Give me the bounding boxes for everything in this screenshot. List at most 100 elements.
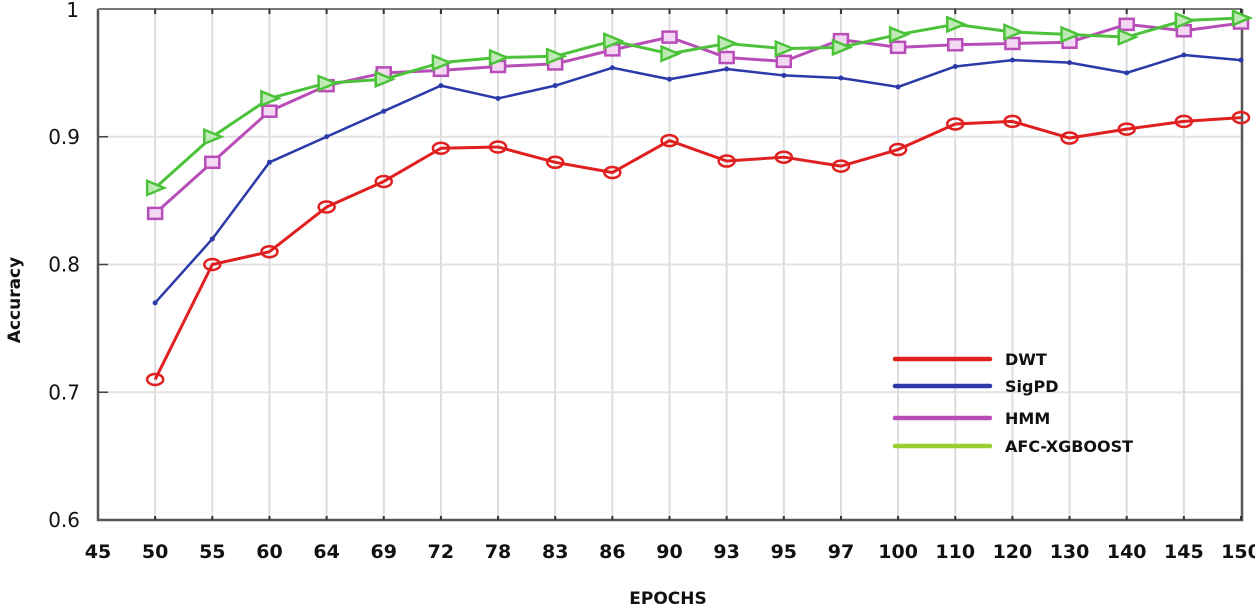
triangle-marker <box>145 178 168 197</box>
series-line <box>154 53 1242 304</box>
y-tick-label: 0.9 <box>48 125 80 149</box>
triangle-marker <box>431 53 454 72</box>
triangle-marker <box>1117 28 1139 46</box>
dot-marker <box>724 66 730 72</box>
triangle-marker <box>545 47 568 66</box>
x-axis-ticks: 45 50 55 60 64 69 72 78 83 86 90 93 95 97 100 110 120 130… <box>85 9 1255 563</box>
circle-marker <box>946 117 965 131</box>
triangle-marker <box>374 70 397 89</box>
dot-marker <box>667 76 672 82</box>
x-tick-label: 86 <box>599 541 625 563</box>
circle-marker <box>374 174 393 189</box>
x-tick-label: 140 <box>1107 541 1147 563</box>
x-tick-label: 50 <box>142 541 168 563</box>
x-tick-label: 100 <box>878 541 918 563</box>
dot-marker <box>152 300 158 306</box>
circle-marker <box>260 244 279 259</box>
legend-label-sigpd: SigPD <box>1005 377 1058 396</box>
circle-marker <box>603 165 622 180</box>
dot-marker <box>209 236 215 242</box>
dot-marker <box>1009 57 1015 63</box>
x-tick-label: 83 <box>542 541 568 563</box>
square-marker <box>947 38 964 52</box>
square-marker <box>261 104 278 118</box>
x-tick-label: 64 <box>313 541 339 563</box>
square-marker <box>775 54 793 69</box>
y-axis-ticks: 0.6 0.7 0.8 0.9 1 <box>48 0 108 532</box>
y-tick-label: 0.7 <box>48 380 80 404</box>
square-marker <box>889 40 907 55</box>
circle-marker <box>888 142 908 157</box>
x-tick-label: 55 <box>199 541 225 563</box>
y-tick-label: 0.6 <box>48 508 80 532</box>
triangle-marker <box>317 74 339 92</box>
circle-marker <box>1231 110 1251 125</box>
dot-marker <box>781 72 787 78</box>
circle-marker <box>488 140 508 154</box>
x-tick-label: 69 <box>371 541 397 563</box>
square-marker <box>146 206 164 221</box>
dot-marker <box>495 95 501 101</box>
series-line <box>154 21 1242 215</box>
square-marker <box>1118 17 1135 32</box>
triangle-marker <box>203 127 225 146</box>
x-tick-label: 90 <box>656 541 682 563</box>
triangle-marker <box>946 15 968 34</box>
dot-marker <box>438 83 444 89</box>
circle-marker <box>1174 114 1194 129</box>
square-marker <box>1004 36 1021 51</box>
circle-marker <box>831 159 851 173</box>
series-line <box>153 116 1242 381</box>
circle-marker <box>203 257 222 272</box>
triangle-marker <box>774 39 797 58</box>
circle-marker <box>1117 122 1136 136</box>
triangle-marker <box>488 48 511 67</box>
dot-marker <box>1124 70 1130 76</box>
x-tick-label: 60 <box>256 541 282 563</box>
x-tick-label: 97 <box>828 541 854 563</box>
x-tick-label: 120 <box>993 541 1033 563</box>
dot-marker <box>1238 57 1244 63</box>
x-tick-label: 95 <box>771 541 797 563</box>
square-marker <box>718 50 735 65</box>
series-sigpd <box>152 52 1244 306</box>
triangle-marker <box>1060 25 1082 44</box>
circle-marker <box>317 200 336 214</box>
series-afc-xgboost <box>145 9 1254 197</box>
legend-label-dwt: DWT <box>1005 350 1047 369</box>
circle-marker <box>774 150 794 164</box>
dot-marker <box>609 65 615 71</box>
circle-marker <box>545 155 565 170</box>
triangle-marker <box>660 44 682 63</box>
circle-marker <box>1060 131 1079 145</box>
x-tick-label: 78 <box>485 541 511 563</box>
dot-marker <box>266 159 272 165</box>
triangle-marker <box>1003 23 1025 41</box>
triangle-marker <box>717 34 739 53</box>
dot-marker <box>952 63 958 69</box>
dot-marker <box>895 84 901 90</box>
series-line <box>154 16 1242 189</box>
square-marker <box>661 30 678 44</box>
dot-marker <box>838 75 844 81</box>
triangle-marker <box>603 32 625 50</box>
legend: DWT SigPD HMM AFC-XGBOOST <box>892 350 1133 456</box>
y-tick-label: 0.8 <box>48 253 80 277</box>
circle-marker <box>145 372 165 387</box>
triangle-marker <box>260 89 282 108</box>
triangle-marker <box>1174 11 1197 30</box>
triangle-marker <box>888 25 911 44</box>
x-tick-label: 150 <box>1221 541 1255 563</box>
x-tick-label: 130 <box>1050 541 1090 563</box>
square-marker <box>204 155 221 170</box>
y-tick-label: 1 <box>66 0 79 22</box>
circle-marker <box>660 133 679 148</box>
circle-marker <box>717 154 736 168</box>
circle-marker <box>1003 114 1022 129</box>
dot-marker <box>324 134 330 140</box>
y-axis-title: Accuracy <box>5 257 25 343</box>
legend-label-hmm: HMM <box>1005 409 1050 428</box>
legend-label-afc-xgboost: AFC-XGBOOST <box>1005 437 1133 456</box>
triangle-marker <box>831 38 854 57</box>
